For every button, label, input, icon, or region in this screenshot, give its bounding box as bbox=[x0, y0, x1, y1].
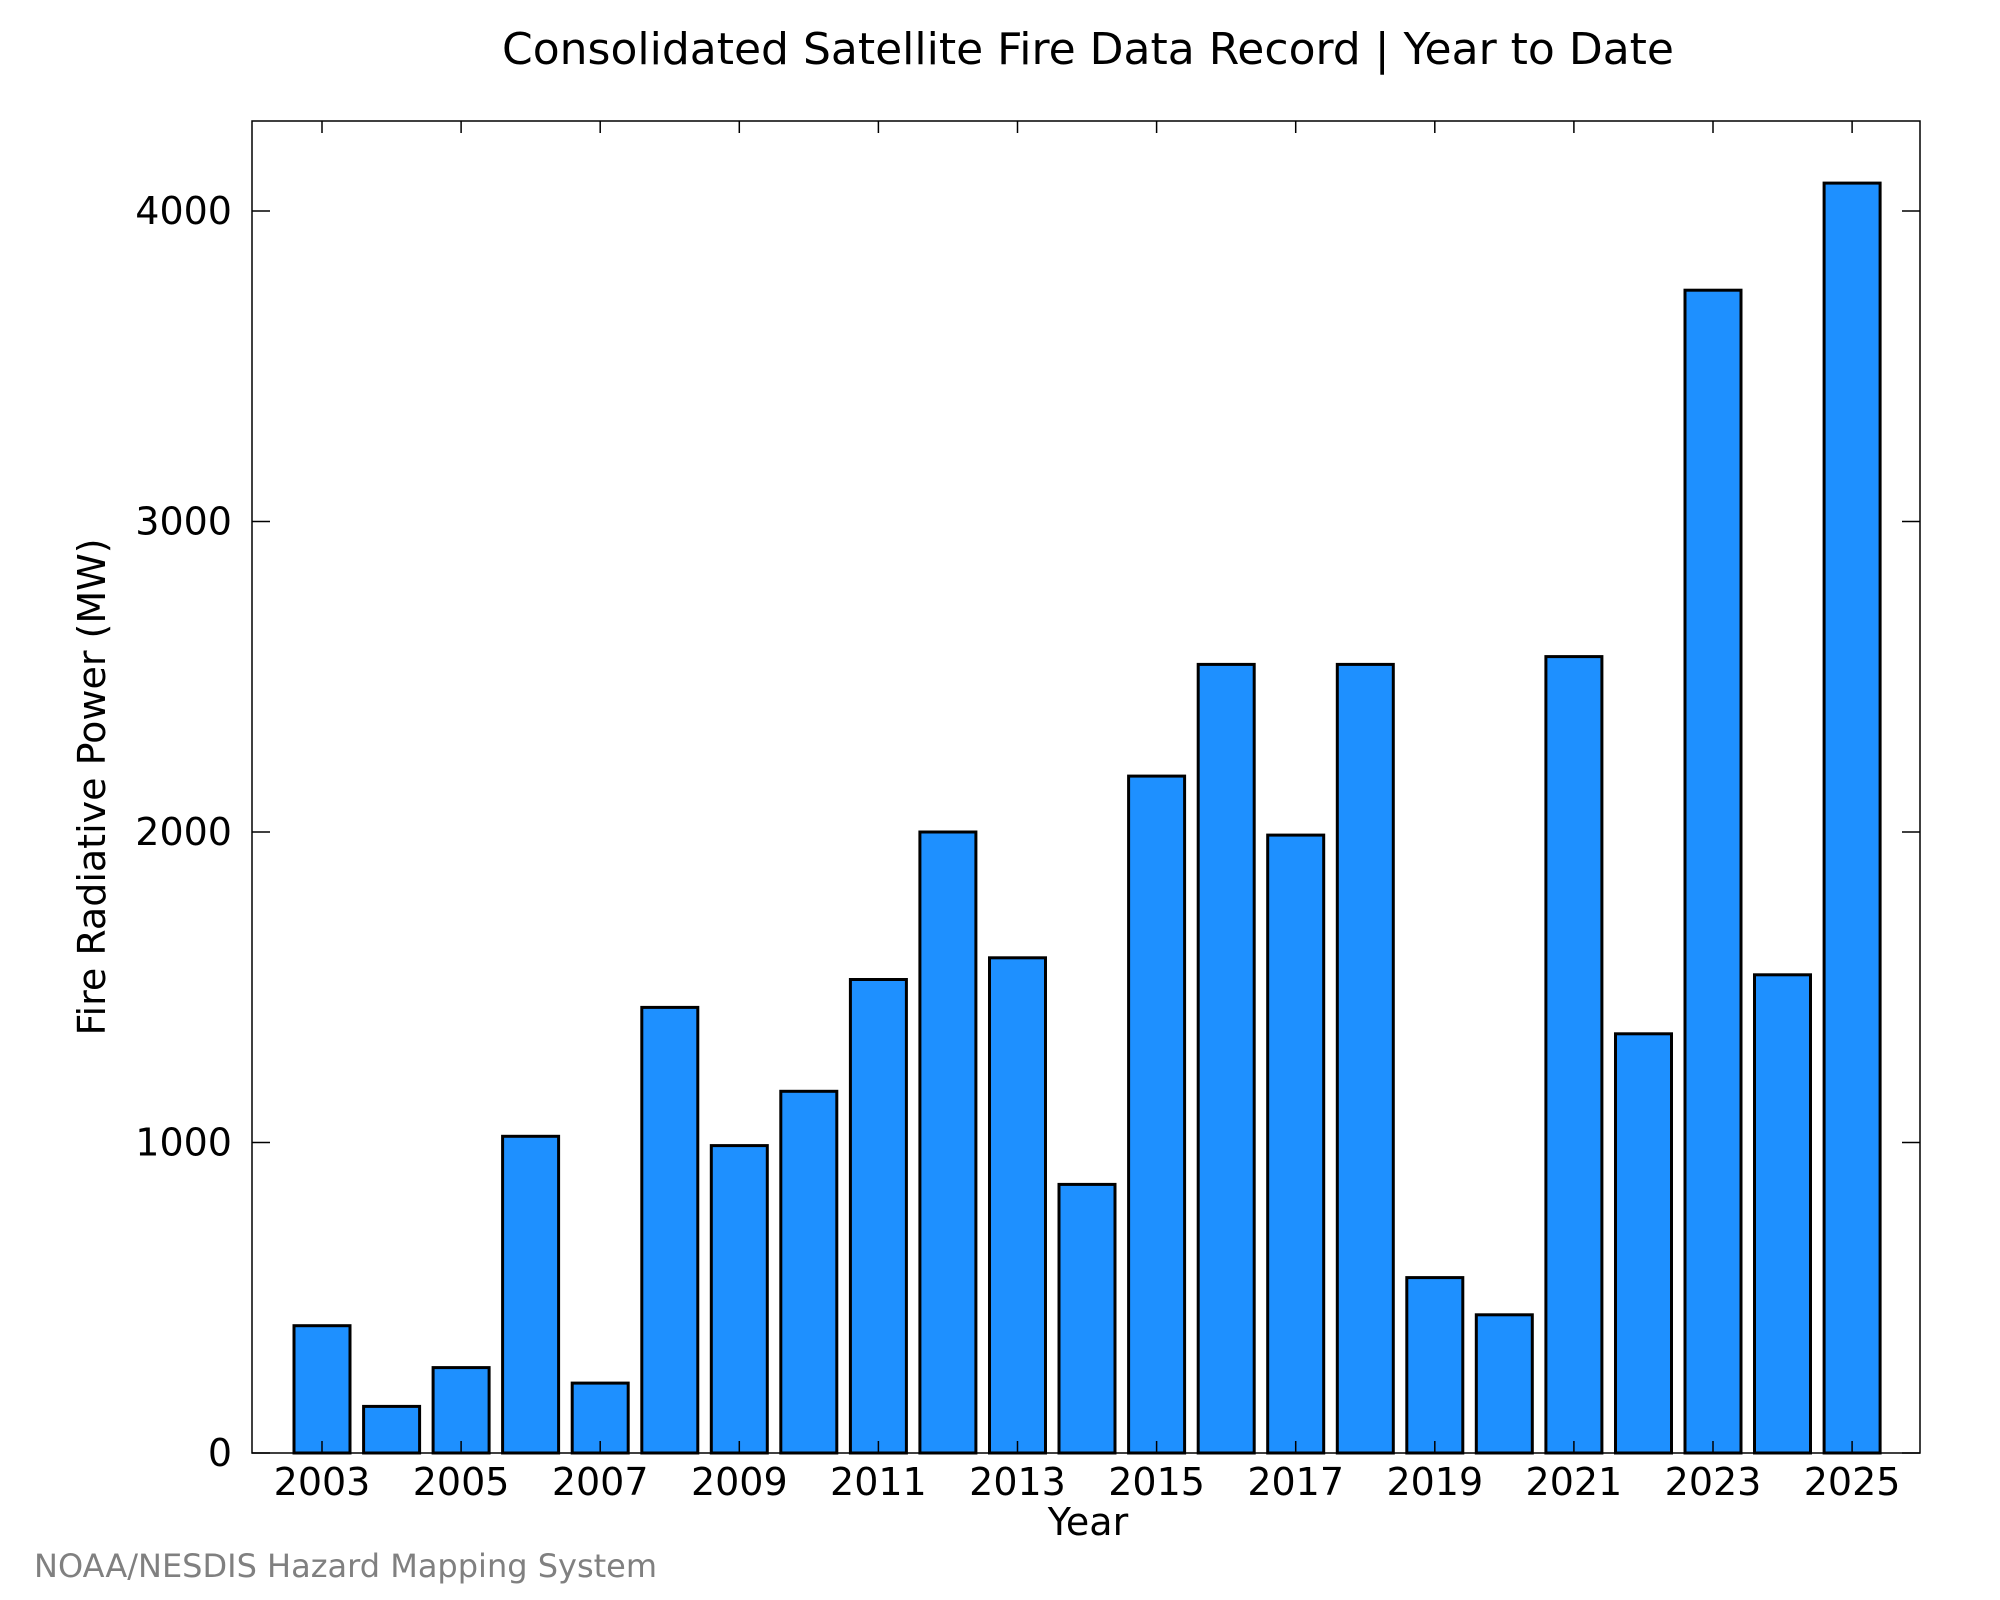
bar-2017 bbox=[1266, 833, 1326, 1455]
bar-2024 bbox=[1753, 973, 1812, 1455]
bar-2018 bbox=[1335, 662, 1395, 1455]
bar-2004 bbox=[362, 1404, 422, 1455]
bars-layer bbox=[292, 181, 1882, 1455]
y-tick-label-0: 0 bbox=[208, 1431, 232, 1475]
x-tick-label-2017: 2017 bbox=[1247, 1460, 1344, 1504]
ticks-layer: 2003 2005 2007 2009 2011 2013 2015 2017 2019 2021… bbox=[135, 121, 1920, 1504]
chart-title: Consolidated Satellite Fire Data Record … bbox=[502, 24, 1674, 75]
bar-2015 bbox=[1127, 774, 1187, 1455]
bar-2008 bbox=[640, 1005, 700, 1455]
bar-2010 bbox=[779, 1089, 839, 1455]
bar-2006 bbox=[501, 1134, 561, 1455]
bar-2013 bbox=[988, 956, 1047, 1455]
bar-2011 bbox=[848, 978, 908, 1455]
bar-2021 bbox=[1544, 655, 1604, 1455]
bar-2019 bbox=[1405, 1276, 1465, 1455]
bar-2003 bbox=[292, 1324, 352, 1455]
y-tick-label-3000: 3000 bbox=[135, 500, 232, 544]
plot-frame bbox=[251, 120, 1921, 1454]
x-tick-label-2025: 2025 bbox=[1804, 1460, 1901, 1504]
x-tick-label-2005: 2005 bbox=[413, 1460, 510, 1504]
x-tick-label-2019: 2019 bbox=[1386, 1460, 1483, 1504]
x-tick-label-2021: 2021 bbox=[1526, 1460, 1623, 1504]
x-tick-label-2007: 2007 bbox=[552, 1460, 649, 1504]
bar-2020 bbox=[1474, 1313, 1534, 1455]
bar-2009 bbox=[709, 1144, 769, 1455]
bar-2016 bbox=[1196, 662, 1256, 1455]
bar-2005 bbox=[431, 1366, 491, 1455]
x-tick-label-2011: 2011 bbox=[830, 1460, 927, 1504]
y-tick-label-4000: 4000 bbox=[135, 189, 232, 233]
bar-2025 bbox=[1822, 181, 1882, 1455]
x-tick-label-2003: 2003 bbox=[274, 1460, 371, 1504]
x-tick-label-2023: 2023 bbox=[1665, 1460, 1762, 1504]
x-axis-label: Year bbox=[1047, 1500, 1129, 1544]
bar-2012 bbox=[918, 830, 978, 1455]
y-axis-label: Fire Radiative Power (MW) bbox=[70, 538, 114, 1035]
x-tick-label-2015: 2015 bbox=[1108, 1460, 1205, 1504]
x-tick-label-2013: 2013 bbox=[969, 1460, 1066, 1504]
x-tick-label-2009: 2009 bbox=[691, 1460, 788, 1504]
credit-text: NOAA/NESDIS Hazard Mapping System bbox=[34, 1547, 657, 1585]
bar-2023 bbox=[1683, 288, 1743, 1455]
y-tick-label-1000: 1000 bbox=[135, 1121, 232, 1165]
bar-2014 bbox=[1057, 1182, 1117, 1455]
y-tick-label-2000: 2000 bbox=[135, 810, 232, 854]
bar-2022 bbox=[1614, 1032, 1673, 1455]
